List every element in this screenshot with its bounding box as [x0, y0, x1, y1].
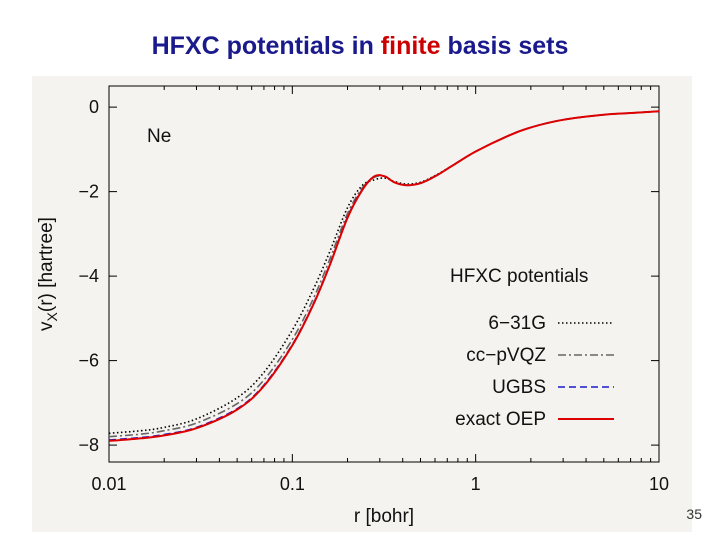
- x-axis-ticks: 0.01 0.1 1 10: [91, 86, 669, 494]
- y-tick-label: −4: [78, 266, 99, 286]
- series-line-exact-oep: [108, 110, 660, 442]
- title-text-before: HFXC potentials in: [151, 32, 381, 60]
- x-tick-label: 0.01: [91, 474, 126, 494]
- x-tick-label: 0.1: [280, 474, 305, 494]
- legend-label: cc−pVQZ: [466, 345, 546, 366]
- legend-label: UGBS: [492, 377, 546, 398]
- y-tick-label: −6: [78, 351, 99, 371]
- x-tick-label: 1: [471, 474, 481, 494]
- y-label-main: v: [36, 321, 57, 331]
- slide-title: HFXC potentials in finite basis sets: [0, 32, 720, 61]
- title-text-after: basis sets: [440, 32, 569, 60]
- x-tick-label: 10: [649, 474, 669, 494]
- page-number: 35: [686, 506, 702, 522]
- y-axis-label: vX(r) [hartree]: [36, 217, 60, 331]
- potential-chart: 0.01 0.1 1 10 0 −2 −4 −6 −8 Ne r [bohr] vX(r) […: [32, 76, 692, 532]
- y-tick-label: −8: [78, 435, 99, 455]
- y-axis-ticks: 0 −2 −4 −6 −8: [78, 97, 659, 455]
- title-highlight-word: finite: [380, 32, 441, 60]
- legend-label: exact OEP: [455, 409, 546, 430]
- series-lines: [108, 110, 660, 442]
- x-axis-label: r [bohr]: [354, 506, 414, 527]
- y-tick-label: 0: [89, 97, 99, 117]
- ne-annotation: Ne: [147, 126, 171, 147]
- chart-background: [32, 76, 692, 532]
- legend: 6−31G cc−pVQZ UGBS exact OEP: [455, 313, 614, 430]
- y-tick-label: −2: [78, 182, 99, 202]
- legend-title: HFXC potentials: [450, 266, 588, 287]
- series-line-cc-pvqz: [108, 110, 660, 438]
- y-label-sub: X: [44, 311, 60, 321]
- legend-label: 6−31G: [488, 313, 546, 334]
- plot-frame: [108, 85, 660, 463]
- y-label-rest: (r) [hartree]: [36, 217, 57, 312]
